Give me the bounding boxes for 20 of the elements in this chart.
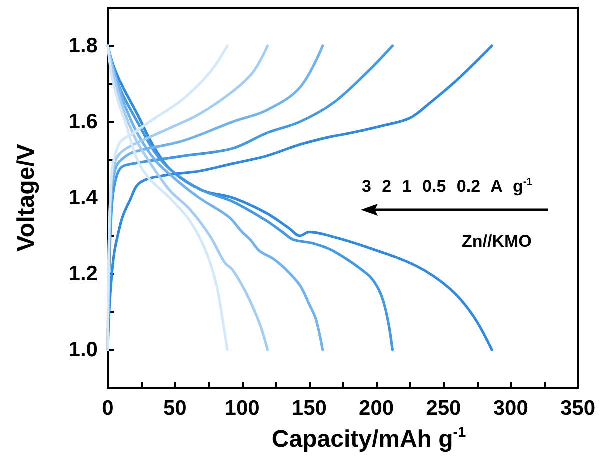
x-tick-label: 300 xyxy=(493,397,528,420)
annotation: 3 2 1 0.5 0.2 A g$^{-1}$ xyxy=(362,176,532,196)
y-tick-label: 1.8 xyxy=(68,34,98,58)
x-tick-label: 50 xyxy=(163,397,187,420)
y-tick-label: 1.4 xyxy=(68,186,98,210)
x-tick-label: 350 xyxy=(560,397,596,420)
x-tick-label: 100 xyxy=(224,397,260,420)
y-tick-label: 1.6 xyxy=(68,110,98,134)
x-tick-label: 0 xyxy=(102,397,114,420)
y-axis-title: Voltage/V xyxy=(13,144,40,252)
line-series xyxy=(106,44,229,352)
x-axis-title: Capacity/mAh g$^{-1}$ xyxy=(272,424,466,453)
x-tick-label: 250 xyxy=(426,397,462,420)
y-tick-label: 1.0 xyxy=(68,338,98,362)
annotation: Zn//KMO xyxy=(462,232,532,251)
x-tick-label: 150 xyxy=(292,397,327,420)
line-series xyxy=(106,44,324,352)
x-tick-label: 200 xyxy=(359,397,394,420)
line-series xyxy=(106,44,270,352)
y-tick-label: 1.2 xyxy=(68,262,98,286)
